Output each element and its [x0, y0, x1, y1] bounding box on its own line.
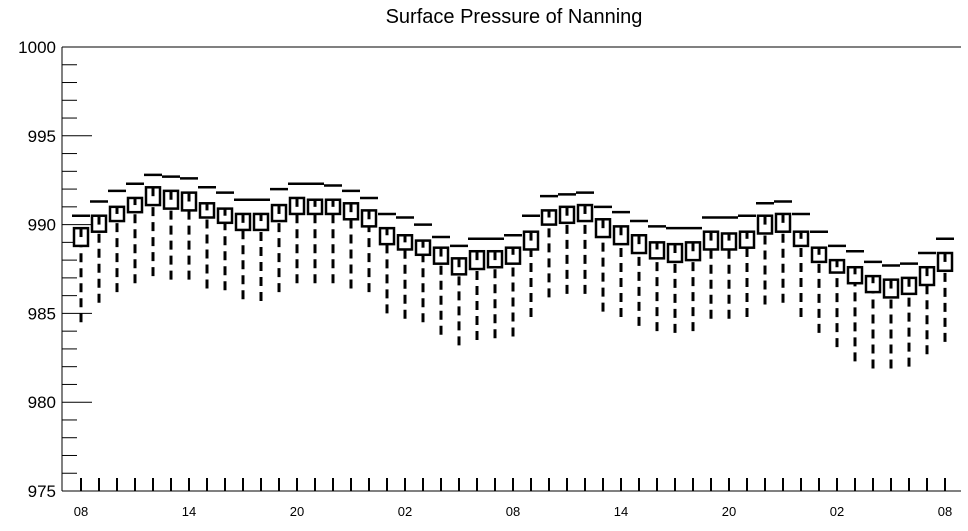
box-group: [306, 182, 324, 284]
box-group: [486, 237, 504, 339]
box-group: [774, 200, 792, 303]
box-group: [378, 212, 396, 314]
box-group: [612, 210, 630, 317]
box-group: [810, 230, 828, 333]
box-group: [702, 216, 720, 319]
y-tick-label: 990: [28, 216, 56, 235]
box-group: [270, 187, 288, 293]
x-tick-label: 14: [614, 504, 628, 519]
box-group: [72, 214, 90, 323]
box-group: [846, 249, 864, 362]
box-group: [720, 216, 738, 319]
box-group: [504, 234, 522, 337]
box-group: [450, 244, 468, 346]
box-group: [828, 244, 846, 348]
box-group: [756, 202, 774, 305]
x-tick-label: 20: [290, 504, 304, 519]
y-tick-label: 980: [28, 393, 56, 412]
box-group: [648, 225, 666, 332]
box-group: [252, 198, 270, 301]
box-group: [414, 223, 432, 323]
box-group: [432, 235, 450, 335]
x-tick-label: 02: [398, 504, 412, 519]
x-tick-label: 08: [938, 504, 952, 519]
x-tick-label: 20: [722, 504, 736, 519]
plot-frame: [61, 46, 961, 492]
box-group: [108, 189, 126, 293]
y-axis: 975 980 985 990 995 1000: [18, 38, 92, 501]
box-group: [738, 214, 756, 317]
box-group: [90, 200, 108, 303]
box-group: [234, 198, 252, 300]
box-group: [126, 182, 144, 284]
chart-title: Surface Pressure of Nanning: [386, 6, 643, 28]
box-group: [882, 264, 900, 369]
box-group: [630, 219, 648, 326]
box-group: [540, 194, 558, 298]
box-series: [72, 173, 954, 369]
x-tick-label: 02: [830, 504, 844, 519]
box-group: [936, 237, 954, 342]
box-group: [792, 212, 810, 317]
box-group: [288, 182, 306, 284]
x-axis: 08 14 20 02 08 14 20 02 08: [74, 478, 952, 519]
box-group: [468, 237, 486, 341]
box-group: [162, 175, 180, 280]
box-group: [396, 216, 414, 319]
box-group: [918, 251, 936, 355]
y-tick-label: 975: [28, 482, 56, 501]
box-group: [360, 196, 378, 293]
box-group: [864, 260, 882, 369]
box-group: [324, 184, 342, 284]
box-group: [342, 189, 360, 289]
x-tick-label: 14: [182, 504, 196, 519]
box-group: [576, 191, 594, 294]
x-tick-label: 08: [506, 504, 520, 519]
box-group: [900, 262, 918, 367]
box-group: [216, 191, 234, 291]
box-group: [684, 226, 702, 332]
y-tick-label: 985: [28, 304, 56, 323]
box-group: [594, 205, 612, 312]
box-group: [666, 226, 684, 333]
box-group: [144, 173, 162, 277]
box-group: [180, 177, 198, 280]
box-group: [558, 193, 576, 294]
box-group: [198, 186, 216, 289]
y-tick-label: 995: [28, 127, 56, 146]
box-group: [522, 214, 540, 317]
x-tick-label: 08: [74, 504, 88, 519]
y-tick-label: 1000: [18, 38, 56, 57]
